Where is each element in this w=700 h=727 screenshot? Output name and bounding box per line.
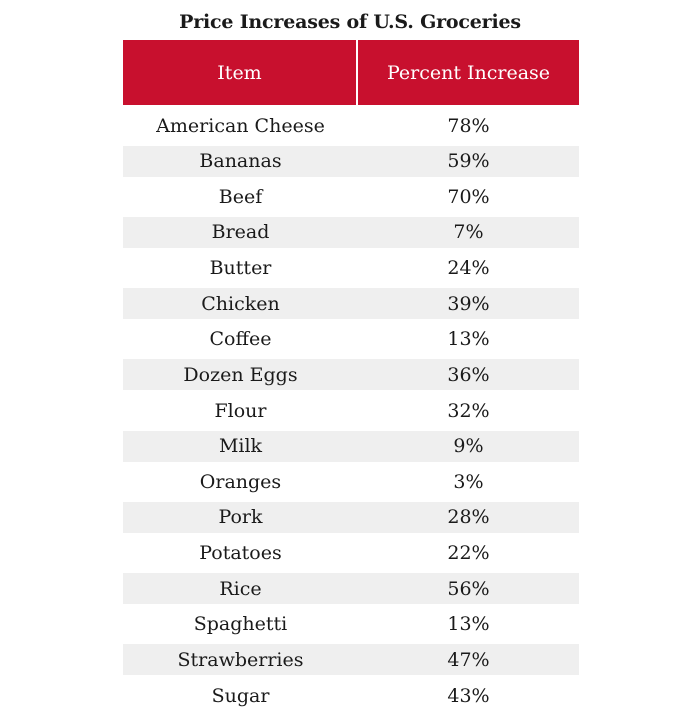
table-row: Rice 56% <box>123 573 579 605</box>
percent-cell: 9% <box>453 435 484 458</box>
table-row: Pork 28% <box>123 501 579 533</box>
table-row: Strawberries 47% <box>123 644 579 676</box>
item-cell: Beef <box>218 185 263 208</box>
item-cell: Sugar <box>211 684 270 707</box>
item-cell: Rice <box>219 577 262 600</box>
item-cell: Coffee <box>209 328 272 351</box>
item-cell: Butter <box>209 257 272 279</box>
percent-cell: 78% <box>447 114 490 137</box>
item-cell: Spaghetti <box>193 613 288 636</box>
chart-title: Price Increases of U.S. Groceries <box>179 11 521 33</box>
percent-cell: 39% <box>447 292 490 315</box>
percent-cell: 70% <box>447 185 490 208</box>
item-cell: Chicken <box>201 292 280 315</box>
table-row: Flour 32% <box>123 395 579 426</box>
table-row: American Cheese 78% <box>123 110 579 141</box>
item-cell: Oranges <box>199 470 282 493</box>
percent-cell: 32% <box>447 399 490 422</box>
table-row: Potatoes 22% <box>123 538 579 569</box>
item-cell: Bananas <box>199 150 282 173</box>
table-row: Butter 24% <box>123 253 579 284</box>
item-cell: Flour <box>214 399 267 422</box>
percent-cell: 43% <box>447 684 490 707</box>
item-cell: Dozen Eggs <box>183 363 298 386</box>
table-body: American Cheese 78% Bananas 59% Beef 70% Bread… <box>123 110 579 711</box>
percent-cell: 7% <box>453 221 484 244</box>
percent-cell: 36% <box>447 363 490 386</box>
table-row: Beef 70% <box>123 181 579 212</box>
percent-cell: 56% <box>447 577 490 600</box>
percent-cell: 22% <box>447 542 490 564</box>
table-row: Chicken 39% <box>123 288 579 320</box>
percent-cell: 59% <box>447 150 490 173</box>
item-cell: Bread <box>211 221 270 244</box>
table-row: Coffee 13% <box>123 324 579 355</box>
price-table: Item Percent Increase American Cheese 78%… <box>123 40 579 716</box>
item-cell: Strawberries <box>177 648 304 671</box>
column-header-item: Item <box>123 40 358 105</box>
percent-cell: 13% <box>447 328 490 351</box>
item-cell: Pork <box>218 506 263 529</box>
table-row: Sugar 43% <box>123 680 579 711</box>
percent-cell: 47% <box>447 648 490 671</box>
table-row: Oranges 3% <box>123 466 579 497</box>
column-header-percent: Percent Increase <box>386 61 551 84</box>
table-row: Spaghetti 13% <box>123 609 579 640</box>
percent-cell: 13% <box>447 613 490 636</box>
table-row: Bananas 59% <box>123 145 579 177</box>
table-row: Milk 9% <box>123 430 579 462</box>
percent-cell: 28% <box>447 506 490 529</box>
percent-cell: 24% <box>447 257 490 279</box>
table-row: Bread 7% <box>123 216 579 248</box>
item-cell: Milk <box>218 435 263 458</box>
item-cell: Potatoes <box>199 542 282 564</box>
item-cell: American Cheese <box>156 114 325 137</box>
table-header: Item Percent Increase <box>123 40 579 105</box>
table-row: Dozen Eggs 36% <box>123 359 579 391</box>
percent-cell: 3% <box>453 470 484 493</box>
